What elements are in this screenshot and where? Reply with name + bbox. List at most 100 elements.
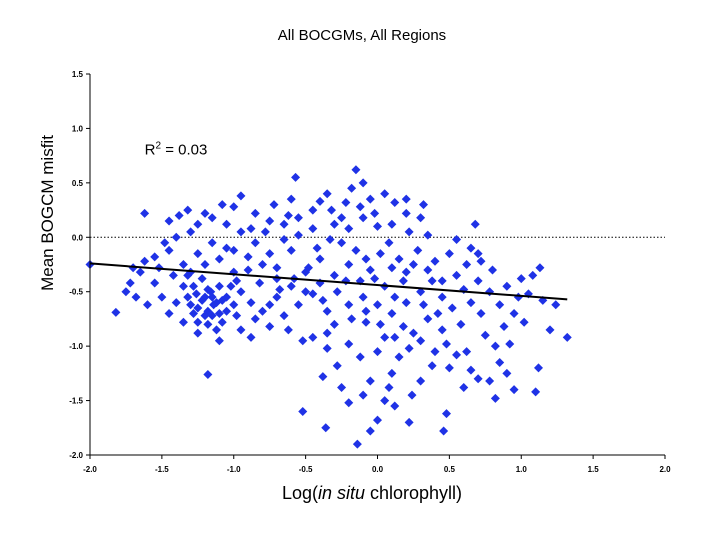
data-point [203, 319, 213, 329]
data-point [229, 202, 239, 212]
x-axis-label: Log(in situ chlorophyll) [282, 483, 462, 503]
data-point [269, 200, 279, 210]
data-point [200, 208, 210, 218]
data-point [229, 245, 239, 255]
data-point [427, 361, 437, 371]
data-point [398, 276, 408, 286]
data-point [401, 298, 411, 308]
data-point [358, 390, 368, 400]
data-point [246, 298, 256, 308]
data-point [322, 343, 332, 353]
data-point [466, 365, 476, 375]
data-point [193, 317, 203, 327]
data-point [250, 314, 260, 324]
data-point [430, 256, 440, 266]
data-point [298, 336, 308, 346]
data-point [298, 406, 308, 416]
data-point [279, 234, 289, 244]
data-point [509, 385, 519, 395]
data-point [387, 263, 397, 273]
data-point [329, 319, 339, 329]
x-tick-label: 2.0 [659, 465, 671, 474]
data-point [502, 281, 512, 291]
data-point [178, 317, 188, 327]
data-point [416, 336, 426, 346]
data-point [452, 234, 462, 244]
data-point [308, 224, 318, 234]
data-point [243, 265, 253, 275]
data-point [265, 216, 275, 226]
data-point [361, 317, 371, 327]
data-point [229, 300, 239, 310]
data-point [394, 254, 404, 264]
data-point [545, 325, 555, 335]
data-point [437, 276, 447, 286]
data-point [329, 219, 339, 229]
x-tick-label: 0.5 [444, 465, 456, 474]
data-point [373, 347, 382, 357]
plot-area: -2.0 -1.5 -1.0 -0.5 0.0 0.5 1.0 1.5 -2.0 -1.5 -1.… [69, 70, 671, 474]
x-axis-label-suffix: chlorophyll) [365, 483, 462, 503]
trend-line [89, 262, 568, 301]
data-point [214, 336, 224, 346]
data-point [325, 234, 335, 244]
data-point [361, 254, 371, 264]
data-point [358, 213, 368, 223]
data-point [505, 339, 515, 349]
data-point [380, 189, 390, 199]
data-point [401, 208, 411, 218]
data-point [193, 249, 203, 259]
data-point [419, 300, 428, 310]
data-point [365, 426, 375, 436]
data-point [459, 383, 469, 393]
data-point [214, 281, 224, 291]
data-point [387, 368, 397, 378]
data-point [347, 183, 357, 193]
data-point [352, 439, 362, 449]
data-point [390, 292, 400, 302]
data-point [358, 292, 368, 302]
data-point [344, 300, 354, 310]
data-point [293, 213, 303, 223]
data-point [473, 249, 483, 259]
data-point [551, 300, 561, 310]
data-point [286, 281, 296, 291]
data-point [301, 287, 311, 297]
data-point [452, 270, 462, 280]
data-point [315, 254, 325, 264]
x-ticks: -2.0 -1.5 -1.0 -0.5 0.0 0.5 1.0 1.5 2.0 [83, 455, 671, 474]
data-point [337, 213, 347, 223]
data-point [236, 325, 246, 335]
data-point [430, 347, 440, 357]
x-axis-label-prefix: Log( [282, 483, 318, 503]
data-point [293, 300, 303, 310]
data-point [131, 292, 141, 302]
data-point [413, 245, 423, 255]
data-point [272, 292, 282, 302]
data-point [380, 332, 390, 342]
data-point [419, 200, 428, 210]
data-point [423, 265, 433, 275]
data-point [355, 202, 365, 212]
data-point [365, 265, 375, 275]
r-squared-annotation: R2 = 0.03 [145, 141, 208, 159]
data-points [85, 165, 572, 449]
data-point [279, 311, 289, 321]
data-point [279, 219, 289, 229]
data-point [485, 287, 495, 297]
data-point [437, 292, 447, 302]
data-point [373, 415, 382, 425]
data-point [171, 298, 181, 308]
data-point [407, 390, 417, 400]
r-squared-superscript: 2 [155, 141, 161, 152]
data-point [222, 306, 232, 316]
data-point [200, 260, 210, 269]
data-point [390, 332, 400, 342]
data-point [214, 254, 224, 264]
y-tick-label: 1.5 [72, 70, 84, 79]
data-point [232, 276, 242, 286]
data-point [322, 328, 332, 338]
data-point [384, 238, 394, 248]
data-point [315, 196, 325, 206]
data-point [370, 208, 380, 218]
